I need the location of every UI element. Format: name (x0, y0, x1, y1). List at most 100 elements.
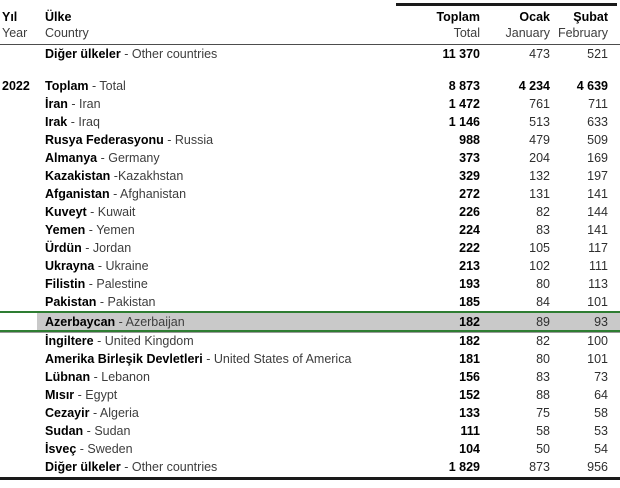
country-name-en: United States of America (213, 352, 352, 366)
total-value: 329 (459, 169, 480, 183)
table-row: Irak - Iraq 1 146 513 633 (0, 113, 620, 131)
table-row: Kazakistan -Kazakhstan 329 132 197 (0, 167, 620, 185)
country-name-tr: Azerbaycan (45, 314, 116, 329)
country-cell: Almanya - Germany (45, 151, 405, 165)
total-value: 182 (459, 334, 480, 348)
country-cell: Cezayir - Algeria (45, 406, 405, 420)
country-cell: Pakistan - Pakistan (45, 295, 405, 309)
country-cell: Toplam - Total (45, 79, 405, 93)
february-value: 54 (594, 442, 608, 456)
country-cell: Diğer ülkeler - Other countries (45, 460, 405, 474)
country-name-separator: - (115, 314, 126, 329)
table-row: Afganistan - Afghanistan 272 131 141 (0, 185, 620, 203)
february-value: 111 (588, 259, 608, 273)
country-name-separator: - (110, 169, 118, 183)
country-name-separator: - (83, 424, 95, 438)
country-name-en: Iraq (78, 115, 100, 129)
country-name-en: Afghanistan (120, 187, 187, 201)
country-name-separator: - (88, 79, 100, 93)
table-row: Amerika Birleşik Devletleri - United Sta… (0, 350, 620, 368)
header-total: Toplam Total (405, 9, 480, 41)
country-cell: Ukrayna - Ukraine (45, 259, 405, 273)
total-value: 111 (460, 424, 480, 438)
header-country-en: Country (45, 26, 89, 40)
country-name-en: Kazakhstan (117, 169, 184, 183)
country-name-en: United Kingdom (104, 334, 194, 348)
total-value: 182 (459, 314, 480, 329)
country-cell: Kuveyt - Kuwait (45, 205, 405, 219)
january-value: 131 (529, 187, 550, 201)
total-value: 11 370 (442, 47, 480, 61)
table-row: İngiltere - United Kingdom 182 82 100 (0, 332, 620, 350)
total-value: 226 (459, 205, 480, 219)
country-name-en: Sweden (87, 442, 133, 456)
country-name-separator: - (94, 259, 106, 273)
table-row: İran - Iran 1 472 761 711 (0, 95, 620, 113)
table-row: Kuveyt - Kuwait 226 82 144 (0, 203, 620, 221)
country-name-en: Total (99, 79, 126, 93)
table-row-carryover: Diğer ülkeler - Other countries 11 370 4… (0, 45, 620, 63)
country-name-separator: - (74, 388, 86, 402)
january-value: 82 (536, 334, 550, 348)
header-february: Şubat February (550, 9, 620, 41)
country-cell: Filistin - Palestine (45, 277, 405, 291)
country-name-tr: Pakistan (45, 295, 97, 309)
country-name-en: Russia (174, 133, 214, 147)
total-value: 152 (459, 388, 480, 402)
country-name-tr: Sudan (45, 424, 84, 438)
header-country-tr: Ülke (45, 10, 72, 24)
table-row: Rusya Federasyonu - Russia 988 479 509 (0, 131, 620, 149)
header-year: Yıl Year (0, 9, 45, 41)
february-value: 101 (587, 295, 608, 309)
table-row: Ürdün - Jordan 222 105 117 (0, 239, 620, 257)
february-value: 113 (588, 277, 608, 291)
february-value: 64 (594, 388, 608, 402)
february-value: 633 (587, 115, 608, 129)
february-value: 509 (587, 133, 608, 147)
january-value: 75 (536, 406, 550, 420)
country-name-en: Palestine (96, 277, 148, 291)
february-value: 101 (587, 352, 608, 366)
country-name-en: Jordan (92, 241, 132, 255)
table-row: Cezayir - Algeria 133 75 58 (0, 404, 620, 422)
february-value: 144 (587, 205, 608, 219)
table-row: Pakistan - Pakistan 185 84 101 (0, 293, 620, 311)
header-january-tr: Ocak (519, 10, 550, 24)
country-name-tr: Lübnan (45, 370, 91, 384)
table-row-highlighted: Azerbaycan - Azerbaijan 182 89 93 (0, 311, 620, 332)
country-name-separator: - (67, 97, 80, 111)
country-name-separator: - (81, 241, 93, 255)
january-value: 50 (536, 442, 550, 456)
header-total-en: Total (453, 26, 480, 40)
country-cell: İran - Iran (45, 97, 405, 111)
country-name-tr: Amerika Birleşik Devletleri (45, 352, 203, 366)
january-value: 82 (536, 205, 550, 219)
year-cell: 2022 (2, 79, 30, 93)
header-total-tr: Toplam (436, 10, 480, 24)
country-name-separator: - (163, 133, 175, 147)
header-february-tr: Şubat (573, 10, 608, 24)
country-cell: Mısır - Egypt (45, 388, 405, 402)
country-cell: Kazakistan -Kazakhstan (45, 169, 405, 183)
country-name-en: Other countries (131, 47, 218, 61)
total-value: 133 (459, 406, 480, 420)
january-value: 88 (536, 388, 550, 402)
february-value: 93 (594, 314, 608, 329)
total-value: 193 (459, 277, 480, 291)
country-name-separator: - (93, 334, 105, 348)
february-value: 521 (587, 47, 608, 61)
february-value: 956 (587, 460, 608, 474)
country-name-separator: - (109, 187, 121, 201)
january-value: 761 (529, 97, 550, 111)
table-row: Almanya - Germany 373 204 169 (0, 149, 620, 167)
country-cell: İngiltere - United Kingdom (45, 334, 405, 348)
country-name-tr: Cezayir (45, 406, 90, 420)
country-name-tr: Irak (45, 115, 68, 129)
country-name-en: Pakistan (107, 295, 156, 309)
country-name-tr: İsveç (45, 442, 77, 456)
table-row: Ukrayna - Ukraine 213 102 111 (0, 257, 620, 275)
header-february-en: February (557, 26, 608, 40)
total-value: 272 (459, 187, 480, 201)
table-bottom-rule (0, 477, 620, 480)
total-value: 104 (459, 442, 480, 456)
